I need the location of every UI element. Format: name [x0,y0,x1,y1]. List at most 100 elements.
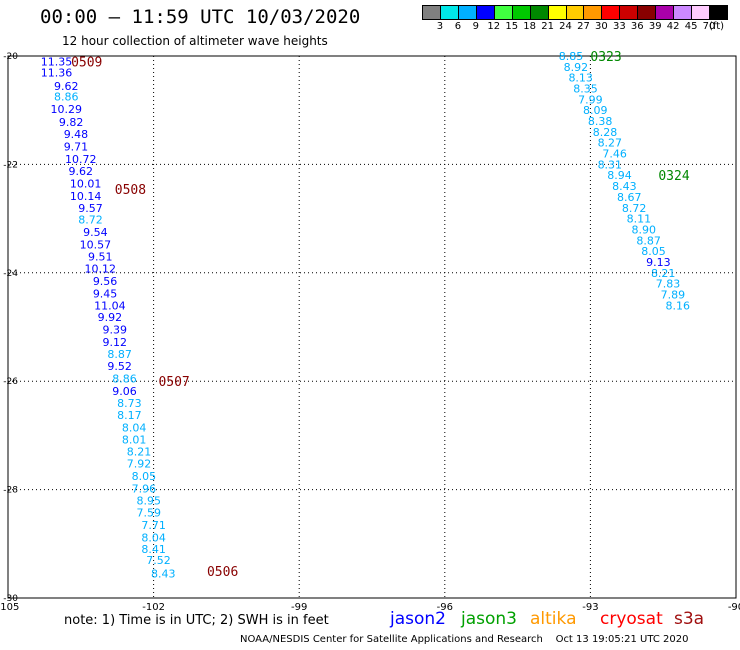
x-tick-label: -99 [291,602,307,613]
time-label: 0324 [658,169,689,184]
colorbar-tick-label: 33 [612,21,626,32]
data-point-label: 11.36 [41,66,73,79]
data-point-label: 10.29 [50,103,82,116]
colorbar-swatch [475,5,495,20]
time-labels: 0509 0508 0507 0506 0323 0324 [71,50,690,580]
colorbar-tick-label: 39 [648,21,662,32]
data-point-label: 8.05 [132,470,157,483]
data-point-label: 10.72 [65,153,97,166]
time-label: 0508 [115,183,146,198]
colorbar-tick-label: 42 [666,21,680,32]
data-point-label: 8.90 [632,223,657,236]
colorbar-tick-label: 15 [505,21,519,32]
data-point-label: 8.43 [612,180,637,193]
data-point-label: 8.85 [559,50,584,63]
colorbar-swatch [691,5,711,20]
colorbar-swatch [565,5,585,20]
data-point-label: 8.01 [122,434,147,447]
colorbar-swatch [547,5,567,20]
chart-title: 00:00 — 11:59 UTC 10/03/2020 [40,6,361,28]
data-point-label: 11.35 [41,55,73,68]
data-point-label: 10.01 [70,177,102,190]
data-point-label: 10.14 [70,190,102,203]
data-point-label: 8.35 [573,83,598,96]
data-point-label: 7.71 [141,519,166,532]
colorbar-swatch [655,5,675,20]
data-point-label: 8.87 [107,348,132,361]
x-tick-label: -96 [437,602,453,613]
data-point-label: 7.46 [602,148,627,161]
colorbar-tick-label: 30 [595,21,608,32]
chart-subtitle: 12 hour collection of altimeter wave hei… [62,34,328,48]
data-point-label: 8.11 [627,213,652,226]
colorbar-tick-label: 3 [436,21,444,32]
y-tick-label: -22 [3,160,18,170]
data-point-label: 9.57 [78,202,103,215]
data-points: 11.3511.369.628.8610.299.829.489.7110.72… [41,50,690,581]
data-point-label: 8.67 [617,191,642,204]
data-point-label: 8.17 [117,409,142,422]
colorbar-tick-label: 70 [702,21,716,32]
x-tick-label: -93 [582,602,598,613]
data-point-label: 9.82 [59,116,84,129]
satellite-legend-item: jason2 [390,609,446,629]
satellite-legend-item: altika [530,609,577,629]
data-point-label: 9.62 [69,165,94,178]
colorbar-swatch [511,5,531,20]
x-tick-label: -102 [142,602,165,613]
time-label: 0509 [71,55,102,70]
y-tick-label: -20 [3,52,18,62]
y-tick-label: -28 [3,486,18,496]
colorbar-swatch [709,5,728,20]
colorbar-swatch [619,5,639,20]
data-point-label: 8.13 [568,72,593,85]
data-point-label: 10.12 [84,262,116,275]
data-point-label: 7.89 [661,288,686,301]
time-label: 0506 [207,565,238,580]
data-point-label: 8.28 [593,126,618,139]
data-point-label: 9.06 [112,385,137,398]
data-point-label: 8.86 [54,91,79,104]
data-point-label: 7.96 [132,483,157,496]
satellite-legend-item: jason3 [461,609,517,629]
data-point-label: 9.13 [646,256,671,269]
colorbar-tick-label: 45 [684,21,698,32]
colorbar-swatch [637,5,657,20]
data-point-label: 9.92 [98,311,123,324]
data-point-label: 8.73 [117,397,142,410]
data-point-label: 9.51 [88,251,113,264]
colorbar-unit: (ft) [709,21,725,32]
colorbar-swatch [457,5,477,20]
colorbar-tick-label: 24 [559,21,572,32]
data-point-label: 8.43 [151,568,176,581]
time-label: 0323 [590,50,621,65]
colorbar-swatch [493,5,513,20]
data-point-label: 7.99 [578,93,603,106]
data-point-label: 9.56 [93,275,118,288]
data-point-label: 7.59 [136,506,161,519]
data-point-label: 9.71 [64,141,89,154]
data-point-label: 8.38 [588,115,613,128]
data-point-label: 9.62 [54,80,79,93]
data-point-label: 8.86 [112,372,137,385]
colorbar-tick-label: 27 [577,21,590,32]
data-point-label: 8.94 [607,169,632,182]
data-point-label: 7.52 [146,554,171,567]
data-point-label: 8.92 [564,61,589,74]
colorbar-tick-label: 12 [487,21,501,32]
data-point-label: 10.57 [80,239,112,252]
data-point-label: 8.04 [141,531,166,544]
data-point-label: 9.45 [93,287,118,300]
colorbar-swatch [439,5,459,20]
satellite-legend-item: s3a [674,609,705,629]
x-axis-ticks: -105 -102 -99 -96 -93 -90 [0,602,740,613]
chart-grid [8,56,736,598]
data-point-label: 8.41 [141,543,166,556]
time-label: 0507 [158,375,189,390]
plot-frame [7,55,737,599]
data-point-label: 8.05 [641,245,666,258]
y-tick-label: -30 [3,594,18,604]
data-point-label: 9.54 [83,226,108,239]
data-point-label: 9.12 [103,336,128,349]
